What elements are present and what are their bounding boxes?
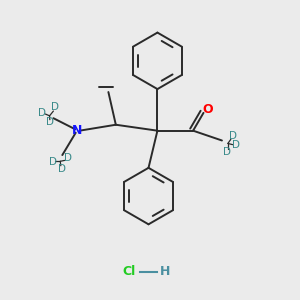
Text: D: D [49, 157, 57, 167]
Text: D: D [38, 108, 46, 118]
Text: D: D [58, 164, 66, 174]
Text: D: D [223, 147, 231, 157]
Text: H: H [160, 266, 170, 278]
Text: O: O [202, 103, 213, 116]
Text: D: D [232, 140, 240, 150]
Text: D: D [229, 131, 237, 141]
Text: D: D [64, 153, 72, 163]
Text: D: D [52, 103, 59, 112]
Text: D: D [46, 117, 54, 128]
Text: N: N [72, 124, 83, 137]
Text: Cl: Cl [123, 266, 136, 278]
